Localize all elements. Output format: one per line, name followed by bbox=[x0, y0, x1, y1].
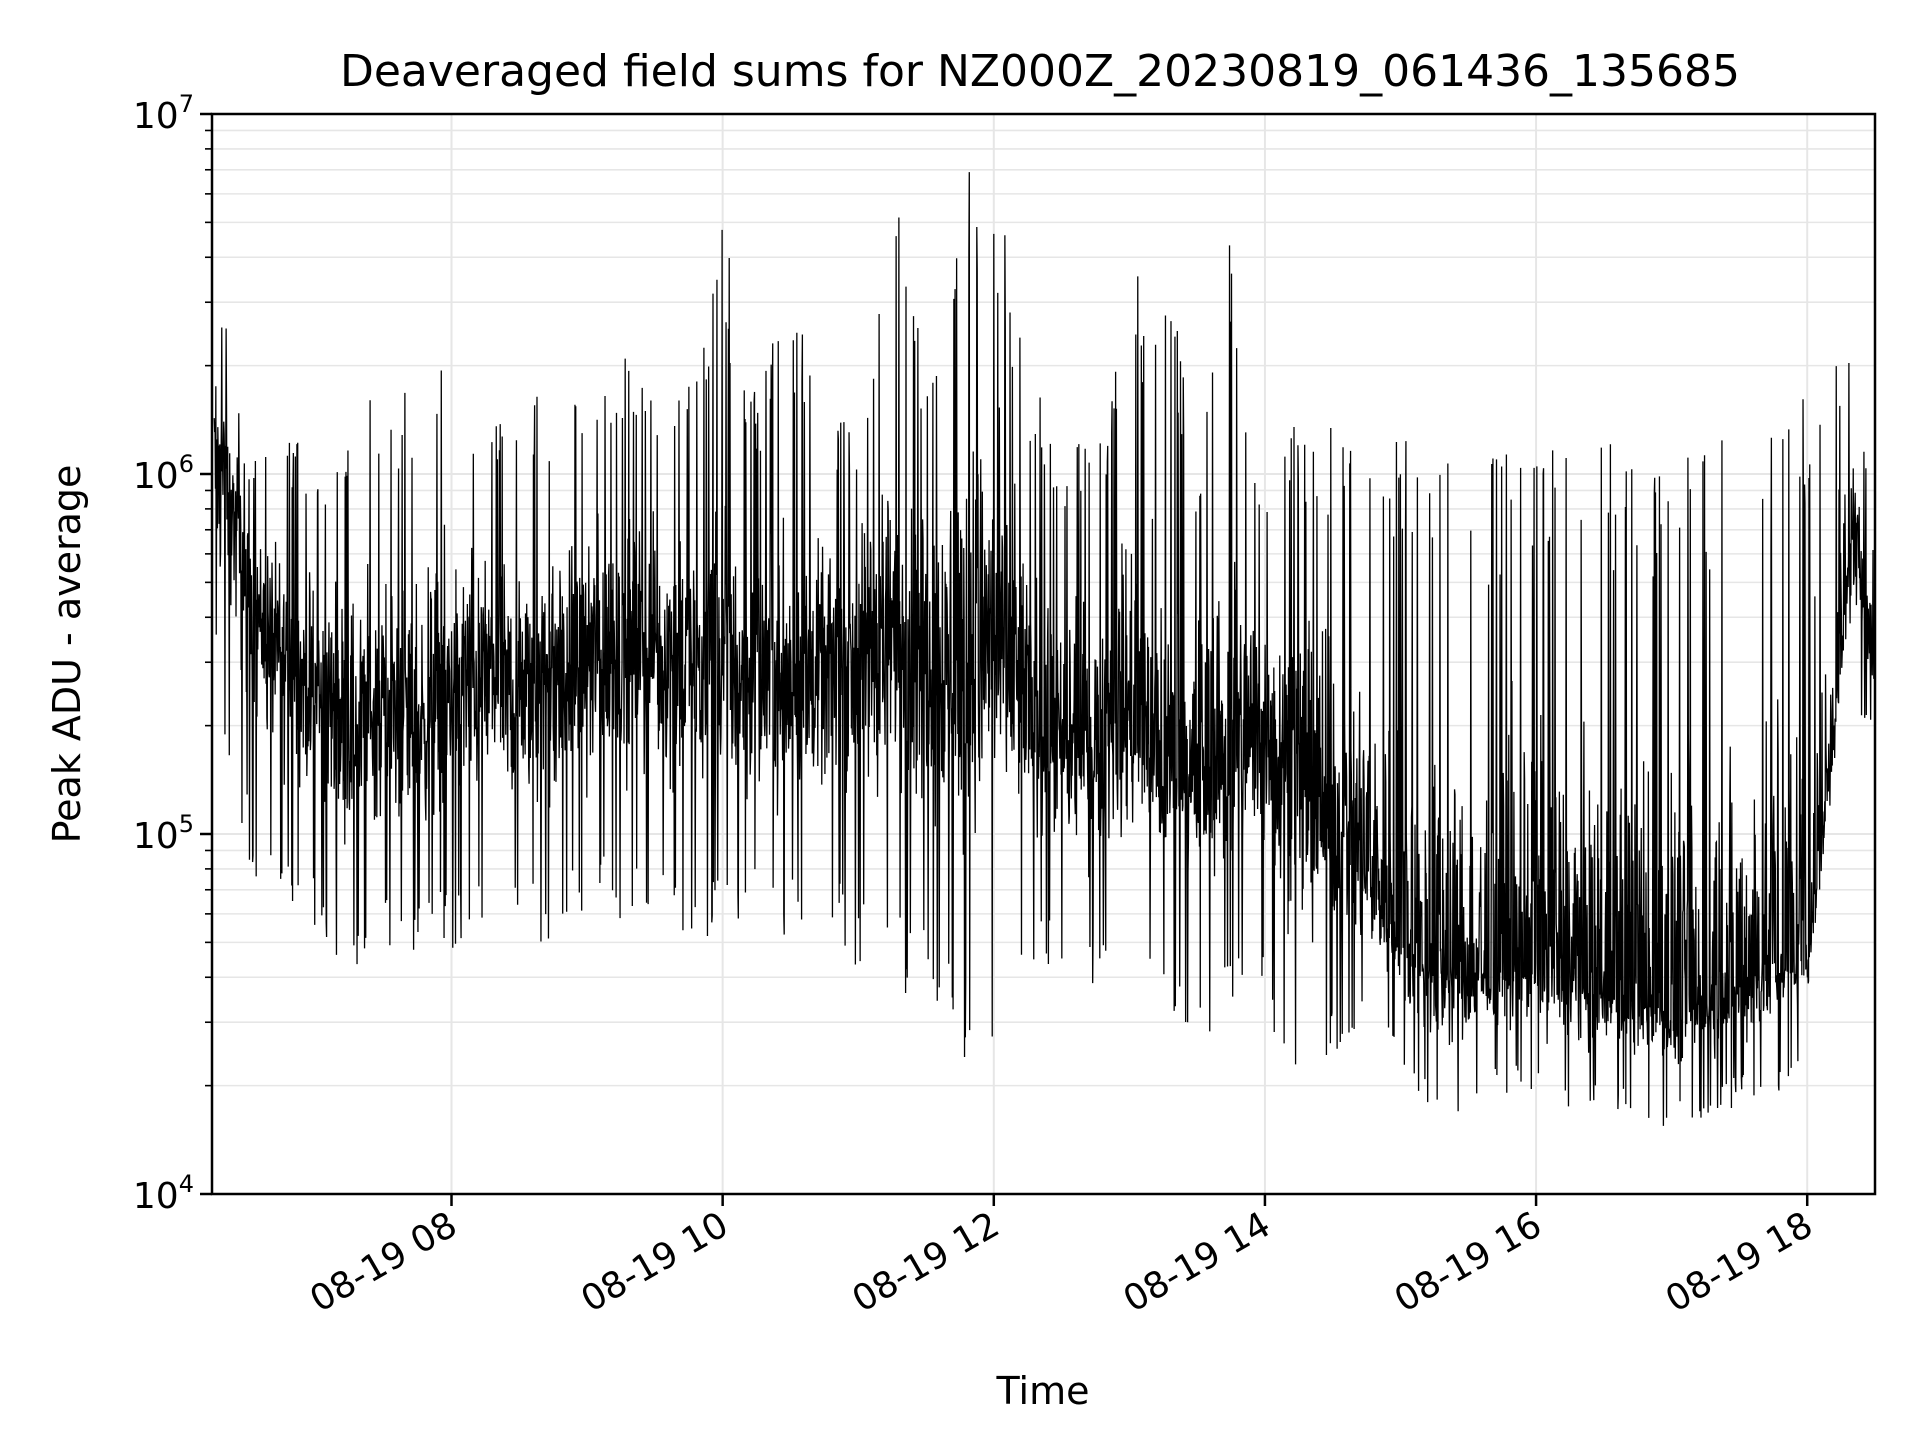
x-axis: 08-19 08 08-19 10 08-19 12 08-19 14 08-19 16… bbox=[303, 1194, 1820, 1321]
x-axis-label: Time bbox=[996, 1369, 1090, 1413]
x-tick-label: 08-19 10 bbox=[574, 1204, 735, 1320]
y-tick-label: 105 bbox=[133, 810, 194, 857]
y-axis-label: Peak ADU - average bbox=[45, 465, 89, 844]
x-tick-label: 08-19 08 bbox=[303, 1204, 464, 1320]
y-tick-label: 104 bbox=[133, 1170, 194, 1217]
y-axis: 104 105 106 107 bbox=[133, 90, 212, 1217]
x-tick-label: 08-19 12 bbox=[846, 1204, 1007, 1320]
y-tick-label: 107 bbox=[133, 90, 194, 137]
y-tick-label: 106 bbox=[133, 450, 194, 497]
chart-title: Deaveraged field sums for NZ000Z_2023081… bbox=[340, 46, 1740, 97]
x-tick-label: 08-19 14 bbox=[1117, 1204, 1278, 1320]
x-tick-label: 08-19 16 bbox=[1388, 1204, 1549, 1320]
series-line bbox=[213, 172, 1875, 1126]
series-group bbox=[213, 172, 1875, 1126]
x-tick-label: 08-19 18 bbox=[1659, 1204, 1820, 1320]
plot-frame bbox=[210, 112, 1877, 1196]
